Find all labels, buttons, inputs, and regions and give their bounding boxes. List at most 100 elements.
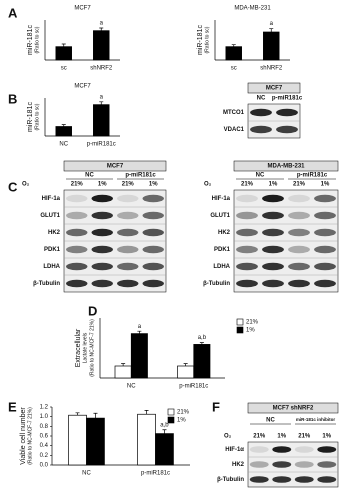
- row-label: β-Tubulin: [33, 281, 60, 287]
- error-bar: [199, 342, 204, 345]
- row-label: HIF-1α: [225, 447, 244, 453]
- y-axis-label: Viable cell number: [20, 407, 27, 465]
- row-label: β-Tubulin: [203, 281, 230, 287]
- row-label: β-Tubulin: [217, 477, 244, 483]
- blot-band: [294, 446, 314, 453]
- y-tick-label: 1.2: [40, 405, 49, 411]
- row-label: HK2: [232, 462, 245, 468]
- x-tick-label: NC: [59, 142, 68, 148]
- legend-swatch: [167, 408, 175, 416]
- row-label: LDHA: [213, 264, 230, 270]
- blot-band: [314, 228, 336, 237]
- blot-band: [117, 228, 139, 237]
- blot-band: [117, 279, 139, 288]
- blot-band: [262, 279, 284, 288]
- error-bar: [61, 124, 66, 127]
- annotation: a: [100, 94, 104, 100]
- x-tick-label: NC: [82, 471, 91, 477]
- row-label: GLUT1: [40, 213, 60, 219]
- chart-title: MDA-MB-231: [234, 6, 271, 12]
- blot-band: [142, 262, 164, 271]
- y-axis-label: Lactate levels: [82, 332, 88, 363]
- blot-band: [314, 211, 336, 220]
- error-bar: [137, 330, 142, 334]
- blot-band: [262, 228, 284, 237]
- blot-band: [314, 279, 336, 288]
- x-tick-label: shNRF2: [90, 66, 113, 72]
- row-label: HK2: [218, 230, 231, 236]
- error-bar: [162, 429, 167, 434]
- blot-title-box: [247, 82, 301, 94]
- blot-band: [249, 476, 269, 483]
- blot-band: [262, 262, 284, 271]
- blot-band: [262, 245, 284, 254]
- blot-band: [142, 279, 164, 288]
- blot-band: [314, 245, 336, 254]
- blot-band: [236, 262, 258, 271]
- group-label: p-miR181c: [297, 173, 328, 179]
- lane-label: 21%: [253, 434, 266, 440]
- row-label: MTCO1: [223, 110, 245, 116]
- chart-title: MCF7: [74, 84, 91, 90]
- bar: [177, 365, 195, 379]
- group-label: miR-181c inhibitor: [296, 417, 336, 422]
- lane-label: 21%: [122, 182, 135, 188]
- error-bar: [61, 43, 66, 47]
- panel-label: F: [212, 399, 220, 414]
- blot-band: [66, 245, 88, 254]
- group-label: NC: [256, 173, 265, 179]
- blot-band: [317, 476, 337, 483]
- x-tick-label: p-miR181c: [87, 142, 116, 148]
- lane-label: 21%: [293, 182, 306, 188]
- annotation: a,b: [198, 335, 207, 341]
- blot-band: [262, 194, 284, 203]
- y-axis-label: (Ratio to NC-MCF-7 21%): [27, 407, 33, 465]
- blot-band: [91, 194, 113, 203]
- blot-band: [249, 446, 269, 453]
- lane-label: 1%: [98, 182, 107, 188]
- group-label: NC: [266, 418, 275, 424]
- blot-band: [142, 211, 164, 220]
- lane-label: 1%: [322, 434, 331, 440]
- panel-label: E: [8, 399, 17, 414]
- lane-label: 1%: [149, 182, 158, 188]
- bar: [155, 433, 174, 466]
- blot-band: [314, 194, 336, 203]
- blot-title: MCF7: [266, 86, 283, 92]
- x-tick-label: p-miR181c: [179, 384, 208, 390]
- bar: [86, 417, 105, 466]
- row-label: VDAC1: [224, 127, 245, 133]
- blot-band: [317, 461, 337, 468]
- x-tick-label: p-miR181c: [141, 471, 170, 477]
- lane-label: 21%: [241, 182, 254, 188]
- y-tick-label: 0.0: [40, 463, 49, 469]
- bar: [93, 30, 110, 61]
- panel-label: D: [88, 303, 97, 318]
- blot-band: [288, 211, 310, 220]
- blot-title: MCF7: [107, 164, 124, 170]
- row-label: LDHA: [43, 264, 60, 270]
- blot-band: [250, 125, 272, 134]
- blot-band: [117, 262, 139, 271]
- row-label: PDK1: [44, 247, 61, 253]
- y-tick-label: 1.0: [40, 414, 49, 420]
- blot-band: [250, 108, 272, 117]
- annotation: a: [138, 324, 142, 330]
- y-tick-label: 0.2: [40, 453, 49, 459]
- blot-band: [272, 461, 292, 468]
- blot-band: [288, 262, 310, 271]
- blot-band: [288, 245, 310, 254]
- blot-band: [117, 194, 139, 203]
- lane-label: p-miR181c: [272, 96, 303, 102]
- blot-band: [249, 461, 269, 468]
- blot-band: [142, 194, 164, 203]
- bar: [137, 413, 156, 466]
- panel-label: A: [8, 5, 18, 20]
- bar: [130, 333, 148, 379]
- legend-label: 1%: [246, 328, 255, 334]
- blot-band: [317, 446, 337, 453]
- blot-band: [262, 211, 284, 220]
- bar: [55, 126, 72, 137]
- blot-band: [66, 279, 88, 288]
- blot-band: [288, 228, 310, 237]
